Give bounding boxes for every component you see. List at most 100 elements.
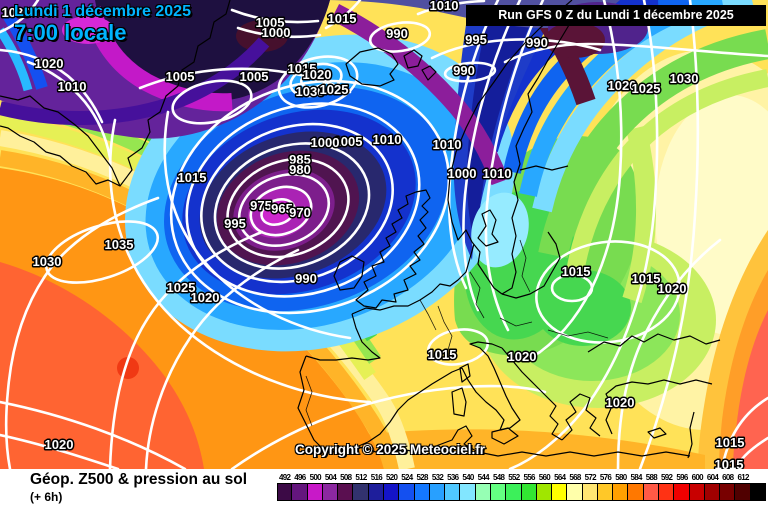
pressure-label: 970 <box>289 205 311 220</box>
colorbar-column: 540 <box>460 473 476 501</box>
colorbar: 492 496 500 504 508 512 516 520 524 528 532 536 540 5… <box>277 473 766 501</box>
colorbar-swatch <box>383 483 400 501</box>
pressure-label: 1000 <box>262 25 291 40</box>
pressure-label: 980 <box>289 162 311 177</box>
colorbar-swatch <box>720 483 736 501</box>
colorbar-column: 588 <box>643 473 660 501</box>
colorbar-swatch <box>536 483 553 501</box>
pressure-label: 995 <box>224 216 246 231</box>
colorbar-column: 612 <box>735 473 751 501</box>
run-datetime-overlay: Lundi 1 décembre 2025 7:00 locale <box>14 3 191 45</box>
pressure-label: 1020 <box>608 78 637 93</box>
colorbar-swatch <box>399 483 415 501</box>
colorbar-swatch <box>750 483 766 501</box>
colorbar-swatch <box>735 483 751 501</box>
colorbar-tick-label: 584 <box>630 473 642 482</box>
pressure-label: 1015 <box>288 61 317 76</box>
run-date-label: Lundi 1 décembre 2025 <box>14 3 191 20</box>
pressure-label: 1020 <box>606 395 635 410</box>
colorbar-swatch <box>674 483 690 501</box>
colorbar-swatch <box>277 483 293 501</box>
colorbar-swatch <box>490 483 507 501</box>
pressure-label: 1015 <box>562 264 591 279</box>
colorbar-tick-label: 580 <box>615 473 627 482</box>
pressure-label: 1025 <box>320 82 349 97</box>
colorbar-tick-label: 596 <box>676 473 688 482</box>
colorbar-column <box>750 473 766 501</box>
colorbar-tick-label: 512 <box>355 473 367 482</box>
pressure-label: 1000 <box>311 135 340 150</box>
colorbar-tick-label: 524 <box>401 473 413 482</box>
colorbar-tick-label: 612 <box>737 473 749 482</box>
pressure-label: 1030 <box>670 71 699 86</box>
colorbar-column: 512 <box>353 473 369 501</box>
pressure-label: 1025 <box>167 280 196 295</box>
colorbar-tick-label: 548 <box>492 473 505 482</box>
colorbar-column: 600 <box>689 473 705 501</box>
colorbar-swatch <box>689 483 705 501</box>
colorbar-tick-label: 516 <box>370 473 383 482</box>
colorbar-tick-label: 564 <box>554 473 566 482</box>
map-title: Géop. Z500 & pression au sol <box>30 471 248 488</box>
colorbar-swatch <box>429 483 446 501</box>
colorbar-column: 584 <box>628 473 644 501</box>
colorbar-column: 560 <box>536 473 553 501</box>
colorbar-swatch <box>338 483 354 501</box>
colorbar-swatch <box>567 483 583 501</box>
colorbar-column: 496 <box>292 473 308 501</box>
pressure-label: 975 <box>250 198 272 213</box>
colorbar-swatch <box>445 483 461 501</box>
colorbar-tick-label: 540 <box>462 473 474 482</box>
pressure-label: 1010 <box>483 166 512 181</box>
colorbar-tick-label: 544 <box>477 473 490 482</box>
pressure-label: 1020 <box>35 56 64 71</box>
pressure-label: 1010 <box>58 79 87 94</box>
colorbar-column: 544 <box>475 473 491 501</box>
colorbar-tick-label: 500 <box>309 473 322 482</box>
colorbar-tick-label: 608 <box>722 473 734 482</box>
colorbar-swatch <box>307 483 323 501</box>
pressure-label: 1015 <box>428 347 457 362</box>
colorbar-column: 508 <box>338 473 354 501</box>
colorbar-swatch <box>521 483 537 501</box>
pressure-label: 1030 <box>33 254 62 269</box>
colorbar-tick-label: 532 <box>431 473 444 482</box>
colorbar-tick-label: 588 <box>645 473 658 482</box>
pressure-label: 985 <box>289 152 311 167</box>
pressure-label: 1015 <box>178 170 207 185</box>
colorbar-column: 500 <box>307 473 323 501</box>
pressure-label: 995 <box>465 32 487 47</box>
pressure-label: 1000 <box>448 166 477 181</box>
pressure-label: 990 <box>526 35 548 50</box>
colorbar-column: 592 <box>659 473 675 501</box>
colorbar-column: 556 <box>521 473 537 501</box>
pressure-label: 1005 <box>334 134 363 149</box>
colorbar-column: 528 <box>414 473 430 501</box>
map-area: 1030 1020 1010 1005 1005 1005 1000 1015 1015 1020… <box>0 0 768 469</box>
colorbar-column: 524 <box>399 473 415 501</box>
colorbar-swatch <box>322 483 339 501</box>
run-info-label: Run GFS 0 Z du Lundi 1 décembre 2025 <box>498 8 734 22</box>
colorbar-column: 532 <box>429 473 446 501</box>
pressure-label: 1005 <box>256 15 285 30</box>
colorbar-column: 516 <box>368 473 384 501</box>
colorbar-tick-label: 572 <box>584 473 597 482</box>
colorbar-tick-label: 492 <box>279 473 291 482</box>
colorbar-tick-label: 552 <box>508 473 520 482</box>
pressure-label: 990 <box>295 271 317 286</box>
colorbar-column: 576 <box>597 473 614 501</box>
colorbar-swatch <box>704 483 721 501</box>
colorbar-tick-label: 592 <box>661 473 673 482</box>
colorbar-column: 504 <box>322 473 339 501</box>
colorbar-swatch <box>613 483 629 501</box>
colorbar-tick-label: 536 <box>447 473 459 482</box>
pressure-label: 1015 <box>715 457 744 469</box>
pressure-label: 1015 <box>716 435 745 450</box>
colorbar-column: 572 <box>582 473 598 501</box>
pressure-label: 1005 <box>166 69 195 84</box>
colorbar-tick-label: 568 <box>569 473 581 482</box>
colorbar-column: 564 <box>552 473 568 501</box>
colorbar-column: 548 <box>490 473 507 501</box>
